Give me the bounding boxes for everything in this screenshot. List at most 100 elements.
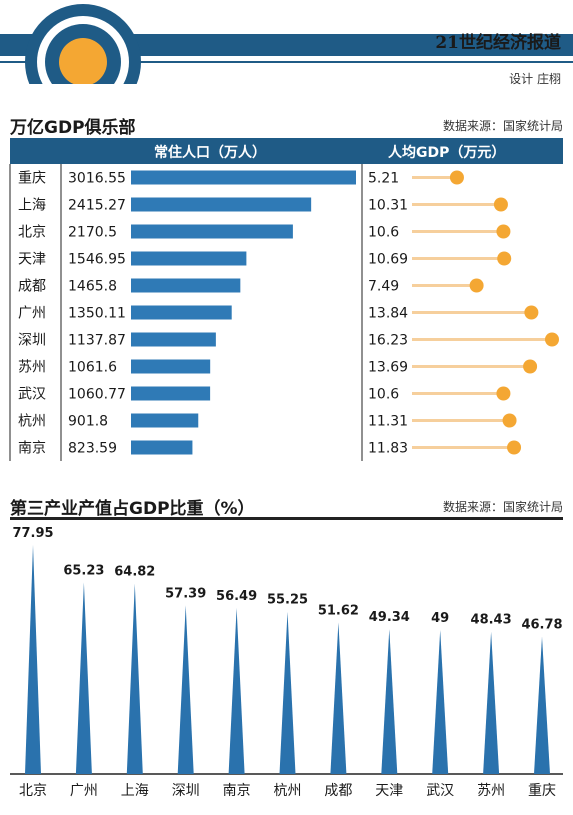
city-tick-label: 天津 xyxy=(375,783,403,799)
population-bar xyxy=(131,359,211,374)
population-value-label: 823.59 xyxy=(68,441,117,457)
gdp-per-capita-value-label: 10.6 xyxy=(368,387,399,403)
triangle-bar xyxy=(177,605,194,774)
value-label: 48.43 xyxy=(471,613,512,628)
city-label: 重庆 xyxy=(18,171,46,187)
gdp-per-capita-value-label: 10.69 xyxy=(368,252,408,268)
city-tick-label: 上海 xyxy=(121,783,149,799)
city-tick-label: 杭州 xyxy=(274,783,302,799)
table-header-bar xyxy=(10,138,563,164)
header-rule xyxy=(0,61,573,63)
population-value-label: 1546.95 xyxy=(68,252,126,268)
population-value-label: 1137.87 xyxy=(68,333,126,349)
value-label: 55.25 xyxy=(267,593,308,608)
lollipop-point xyxy=(523,359,538,374)
value-label: 49.34 xyxy=(369,610,410,625)
population-bar xyxy=(131,332,216,347)
gdp-per-capita-value-label: 16.23 xyxy=(368,333,408,349)
lollipop-point xyxy=(497,251,512,266)
population-bar xyxy=(131,440,193,455)
gdp-per-capita-value-label: 10.6 xyxy=(368,225,399,241)
population-value-label: 1350.11 xyxy=(68,306,126,322)
gdp-per-capita-value-label: 13.84 xyxy=(368,306,408,322)
lollipop-point xyxy=(524,305,539,320)
triangle-bar xyxy=(432,630,449,774)
population-value-label: 1060.77 xyxy=(68,387,126,403)
city-tick-label: 广州 xyxy=(70,783,98,799)
city-tick-label: 北京 xyxy=(19,783,47,799)
population-bar xyxy=(131,413,199,428)
section1-source: 数据来源：国家统计局 xyxy=(442,119,563,133)
gdp-per-capita-value-label: 10.31 xyxy=(368,198,408,214)
city-tick-label: 重庆 xyxy=(528,783,556,799)
logo-sun-icon xyxy=(59,38,107,86)
population-bar xyxy=(131,251,247,266)
gdp-per-capita-column-header: 人均GDP（万元） xyxy=(388,145,506,161)
city-tick-label: 成都 xyxy=(324,783,352,799)
header-stripe xyxy=(0,34,573,56)
population-value-label: 3016.55 xyxy=(68,171,126,187)
triangle-bar xyxy=(381,629,398,774)
triangle-bar xyxy=(228,608,245,774)
city-label: 天津 xyxy=(18,252,46,268)
city-label: 苏州 xyxy=(18,360,46,376)
population-value-label: 2415.27 xyxy=(68,198,126,214)
value-label: 77.95 xyxy=(12,526,53,541)
value-label: 64.82 xyxy=(114,565,155,580)
lollipop-point xyxy=(449,170,464,185)
city-tick-label: 深圳 xyxy=(172,783,200,799)
city-label: 深圳 xyxy=(18,333,46,349)
population-value-label: 1465.8 xyxy=(68,279,117,295)
value-label: 65.23 xyxy=(63,563,104,578)
city-label: 上海 xyxy=(18,198,46,214)
city-label: 广州 xyxy=(18,306,46,322)
triangle-bar xyxy=(330,622,347,774)
population-bar xyxy=(131,197,312,212)
city-tick-label: 武汉 xyxy=(426,783,454,799)
gdp-per-capita-value-label: 7.49 xyxy=(368,279,399,295)
section1-title: 万亿GDP俱乐部 xyxy=(10,118,136,138)
city-tick-label: 南京 xyxy=(223,783,251,799)
value-label: 57.39 xyxy=(165,586,206,601)
lollipop-point xyxy=(496,224,511,239)
section2-title: 第三产业产值占GDP比重（%） xyxy=(10,499,255,519)
city-label: 北京 xyxy=(18,225,46,241)
population-bar xyxy=(131,224,293,239)
population-and-gdp-chart: 重庆 3016.55 5.21 上海 2415.27 10.31 北京 2170.5 10.6 天… xyxy=(9,164,559,461)
city-label: 成都 xyxy=(18,279,46,295)
lollipop-point xyxy=(507,440,522,455)
triangle-bar xyxy=(126,583,143,774)
gdp-per-capita-value-label: 5.21 xyxy=(368,171,399,187)
triangle-bar xyxy=(483,631,500,774)
triangle-bar xyxy=(534,636,550,774)
value-label: 49 xyxy=(431,611,449,626)
tertiary-industry-chart: 77.95 北京 65.23 广州 64.82 上海 57.39 深圳 56.49 南京 55.25… xyxy=(10,526,563,799)
population-column-header: 常住人口（万人） xyxy=(154,145,266,161)
population-bar xyxy=(131,170,356,185)
triangle-bar xyxy=(75,582,92,774)
gdp-per-capita-value-label: 11.31 xyxy=(368,414,408,430)
city-label: 南京 xyxy=(18,441,46,457)
triangle-bar xyxy=(279,611,296,774)
section2-rule xyxy=(10,517,563,520)
lollipop-point xyxy=(502,413,517,428)
lollipop-point xyxy=(496,386,511,401)
value-label: 46.78 xyxy=(521,618,562,633)
designer-credit: 设计 庄栩 xyxy=(509,72,561,86)
triangle-bar xyxy=(25,545,41,774)
publication-name: 21世纪经济报道 xyxy=(435,33,561,53)
gdp-per-capita-value-label: 13.69 xyxy=(368,360,408,376)
lollipop-point xyxy=(469,278,484,293)
population-value-label: 1061.6 xyxy=(68,360,117,376)
lollipop-point xyxy=(545,332,559,347)
population-bar xyxy=(131,305,232,320)
header-logo-band xyxy=(0,4,573,92)
city-tick-label: 苏州 xyxy=(477,783,505,799)
lollipop-point xyxy=(493,197,508,212)
population-value-label: 2170.5 xyxy=(68,225,117,241)
gdp-per-capita-value-label: 11.83 xyxy=(368,441,408,457)
value-label: 51.62 xyxy=(318,603,359,618)
value-label: 56.49 xyxy=(216,589,257,604)
city-label: 杭州 xyxy=(18,414,46,430)
